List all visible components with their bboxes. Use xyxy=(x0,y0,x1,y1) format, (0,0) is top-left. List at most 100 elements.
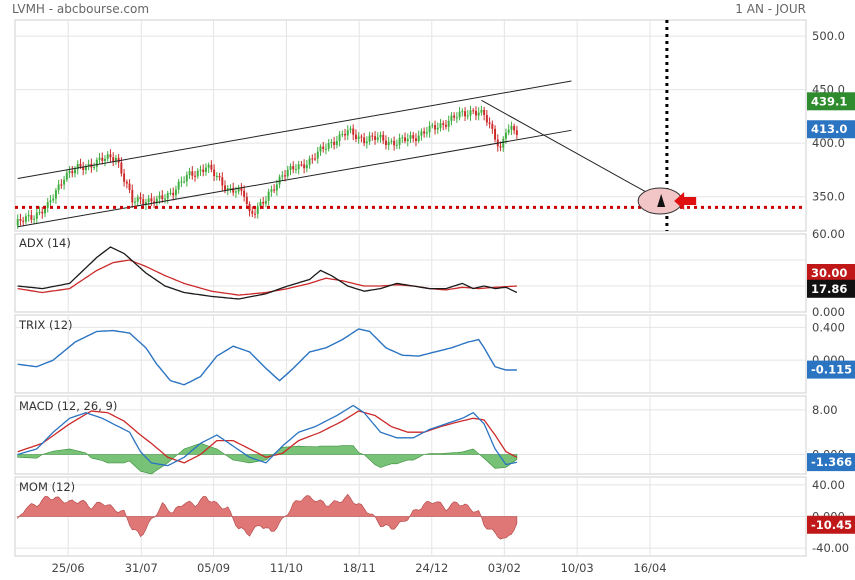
macd-panel-label: MACD (12, 26, 9) xyxy=(19,399,117,413)
candle-body xyxy=(297,164,300,170)
candle-body xyxy=(327,143,330,149)
candlestick xyxy=(379,131,382,143)
candlestick xyxy=(218,172,221,181)
candlestick xyxy=(472,108,475,115)
candle-body xyxy=(379,134,382,138)
candlestick xyxy=(417,130,420,144)
candlestick xyxy=(248,201,251,217)
candle-body xyxy=(224,185,227,191)
candle-body xyxy=(41,211,44,214)
candle-body xyxy=(226,188,229,191)
y-axis-labels: 500.0450.0400.0350.060.000.0000.4000.000… xyxy=(807,29,855,555)
candlestick xyxy=(221,172,224,191)
candlestick xyxy=(46,198,49,213)
candle-body xyxy=(483,109,486,115)
candlestick xyxy=(327,139,330,152)
candlestick xyxy=(338,130,341,147)
candlestick xyxy=(180,176,183,188)
candlestick xyxy=(469,105,472,121)
x-tick-label: 05/09 xyxy=(197,561,230,575)
candle-body xyxy=(502,138,505,148)
candle-body xyxy=(390,140,393,142)
candle-body xyxy=(202,169,205,173)
candlestick xyxy=(322,142,325,153)
candlestick xyxy=(428,121,431,138)
candlestick xyxy=(194,170,197,182)
candlestick xyxy=(346,125,349,141)
candlestick xyxy=(510,121,513,135)
candle-body xyxy=(387,141,390,146)
candlestick xyxy=(164,194,166,204)
candle-body xyxy=(57,184,60,191)
candle-body xyxy=(19,219,22,221)
candle-body xyxy=(60,184,63,186)
candlestick xyxy=(125,179,128,189)
candlestick xyxy=(256,202,259,219)
candle-body xyxy=(52,198,55,201)
candle-body xyxy=(63,179,66,185)
candle-body xyxy=(147,198,150,203)
candle-body xyxy=(213,169,216,177)
candle-body xyxy=(79,164,82,167)
candlestick xyxy=(33,215,36,225)
candle-body xyxy=(434,125,437,130)
price-last-badge: 413.0 xyxy=(807,120,855,139)
candlestick xyxy=(224,180,227,194)
candlestick xyxy=(199,165,202,176)
price-panel xyxy=(15,20,806,231)
candle-body xyxy=(254,213,257,215)
candle-body xyxy=(243,190,246,197)
candlestick xyxy=(38,206,41,216)
trix-frame xyxy=(14,314,807,394)
candle-body xyxy=(101,157,104,161)
candle-body xyxy=(371,135,374,137)
candle-body xyxy=(95,159,98,167)
candle-body xyxy=(134,201,136,203)
candlestick xyxy=(76,160,79,175)
candlestick xyxy=(401,134,404,144)
price-high-badge-text: 439.1 xyxy=(811,94,847,108)
candlestick xyxy=(450,112,453,126)
adx-last-badge-text: 17.86 xyxy=(811,282,847,296)
candle-body xyxy=(300,164,303,166)
candlestick xyxy=(308,155,311,169)
candle-body xyxy=(289,166,292,170)
candle-body xyxy=(406,138,409,142)
chart-period-label: 1 AN - JOUR xyxy=(735,2,806,16)
macd-tick-label: 8.00 xyxy=(812,403,838,417)
candlestick xyxy=(114,154,117,165)
candle-body xyxy=(262,202,265,204)
candlestick xyxy=(294,163,297,174)
candle-body xyxy=(322,146,325,149)
adx-last-badge-bg xyxy=(807,279,855,298)
candlestick xyxy=(330,139,333,149)
candlestick xyxy=(243,185,246,202)
adx-tick-label: 60.00 xyxy=(812,227,845,241)
adx-top-badge-bg xyxy=(807,264,855,282)
candle-body xyxy=(35,212,38,219)
candlestick xyxy=(300,161,303,167)
candle-body xyxy=(112,157,115,162)
candle-body xyxy=(409,135,412,139)
candlestick xyxy=(166,190,169,204)
candle-body xyxy=(450,115,453,121)
candlestick xyxy=(172,187,175,201)
mom-last-badge-bg xyxy=(807,515,855,534)
candlestick xyxy=(507,124,510,136)
candle-body xyxy=(248,204,251,212)
candlestick xyxy=(292,161,295,174)
candle-body xyxy=(104,158,106,161)
price-high-badge: 439.1 xyxy=(807,92,855,111)
candle-body xyxy=(417,135,420,141)
candle-body xyxy=(404,137,407,142)
candlestick xyxy=(262,196,265,210)
candlestick xyxy=(425,126,428,138)
candle-body xyxy=(68,171,71,173)
candle-body xyxy=(166,193,169,199)
candle-body xyxy=(24,216,27,222)
price-tick-label: 400.0 xyxy=(812,136,845,150)
candlestick xyxy=(368,131,371,145)
candle-body xyxy=(125,181,128,184)
macd-last-badge-text: -1.366 xyxy=(811,455,852,469)
